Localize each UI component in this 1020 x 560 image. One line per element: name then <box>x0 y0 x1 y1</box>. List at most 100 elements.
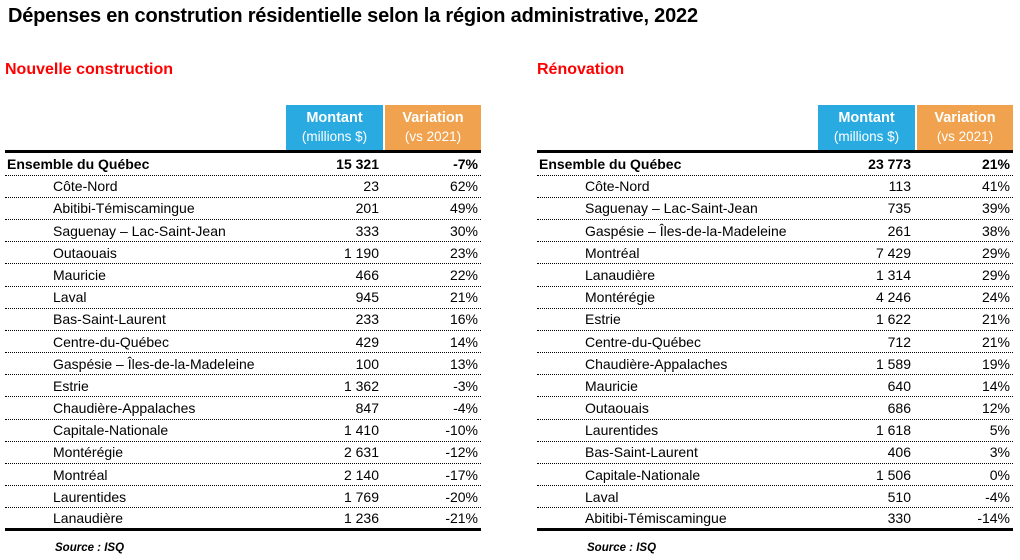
region-cell: Mauricie <box>585 377 638 394</box>
montant-cell: 4 246 <box>875 289 911 306</box>
montant-cell: 261 <box>887 222 911 239</box>
region-cell: Centre-du-Québec <box>585 333 701 350</box>
table-row: Laurentides 1 618 5% <box>537 420 1013 442</box>
table-body: Ensemble du Québec 15 321 -7% Côte-Nord 2… <box>5 150 481 531</box>
variation-cell: 62% <box>449 178 478 195</box>
table-row: Bas-Saint-Laurent 233 16% <box>5 309 481 331</box>
montant-cell: 1 622 <box>875 311 911 328</box>
region-cell: Saguenay – Lac-Saint-Jean <box>585 200 758 217</box>
variation-cell: 21% <box>981 311 1010 328</box>
montant-header-label: Montant <box>306 110 363 126</box>
region-cell: Chaudière-Appalaches <box>53 400 196 417</box>
table-row: Montréal 7 429 29% <box>537 242 1013 265</box>
variation-cell: -12% <box>445 444 478 461</box>
table-row: Estrie 1 362 -3% <box>5 375 481 398</box>
table-row: Lanaudière 1 236 -21% <box>5 508 481 531</box>
table-row: Chaudière-Appalaches 1 589 19% <box>537 353 1013 376</box>
region-cell: Ensemble du Québec <box>539 155 682 172</box>
variation-header-label: Variation <box>402 110 464 126</box>
source-note: Source : ISQ <box>55 541 125 554</box>
region-cell: Abitibi-Témiscamingue <box>585 510 727 526</box>
table-row: Gaspésie – Îles-de-la-Madeleine 261 38% <box>537 220 1013 243</box>
table-row: Gaspésie – Îles-de-la-Madeleine 100 13% <box>5 353 481 376</box>
region-cell: Côte-Nord <box>53 178 118 195</box>
variation-cell: 21% <box>981 155 1010 172</box>
variation-cell: 3% <box>989 444 1010 461</box>
region-cell: Montérégie <box>585 289 656 306</box>
variation-cell: -4% <box>453 400 478 417</box>
region-cell: Lanaudière <box>585 266 656 283</box>
region-cell: Gaspésie – Îles-de-la-Madeleine <box>53 355 255 372</box>
region-cell: Laurentides <box>53 488 127 505</box>
montant-cell: 712 <box>887 333 911 350</box>
region-cell: Montérégie <box>53 444 124 461</box>
montant-column-header: Montant (millions $) <box>286 105 383 150</box>
variation-cell: -7% <box>453 155 478 172</box>
table-row: Laval 945 21% <box>5 287 481 309</box>
montant-cell: 1 589 <box>875 355 911 372</box>
region-cell: Montréal <box>585 244 640 261</box>
variation-cell: 29% <box>981 266 1010 283</box>
header-spacer <box>537 105 818 150</box>
montant-cell: 686 <box>887 400 911 417</box>
variation-header-sublabel: (vs 2021) <box>936 129 994 144</box>
variation-cell: -17% <box>445 466 478 483</box>
page-title: Dépenses en constrution résidentielle se… <box>8 5 698 27</box>
variation-cell: 22% <box>449 266 478 283</box>
montant-cell: 2 140 <box>343 466 379 483</box>
table-row: Saguenay – Lac-Saint-Jean 333 30% <box>5 220 481 243</box>
variation-cell: 14% <box>981 377 1010 394</box>
region-cell: Lanaudière <box>53 510 124 526</box>
variation-cell: 19% <box>981 355 1010 372</box>
variation-cell: 16% <box>449 311 478 328</box>
table-row: Côte-Nord 113 41% <box>537 176 1013 198</box>
table-row: Montréal 2 140 -17% <box>5 464 481 487</box>
region-cell: Chaudière-Appalaches <box>585 355 728 372</box>
table-row: Lanaudière 1 314 29% <box>537 264 1013 287</box>
variation-cell: 21% <box>449 289 478 306</box>
table-row: Côte-Nord 23 62% <box>5 176 481 198</box>
montant-cell: 735 <box>887 200 911 217</box>
montant-cell: 510 <box>887 488 911 505</box>
region-cell: Laval <box>53 289 87 306</box>
table-row: Outaouais 1 190 23% <box>5 242 481 265</box>
region-cell: Bas-Saint-Laurent <box>53 311 166 328</box>
region-cell: Laval <box>585 488 619 505</box>
variation-cell: 41% <box>981 178 1010 195</box>
table-row: Saguenay – Lac-Saint-Jean 735 39% <box>537 198 1013 220</box>
montant-cell: 406 <box>887 444 911 461</box>
variation-cell: -4% <box>985 488 1010 505</box>
region-cell: Côte-Nord <box>585 178 650 195</box>
montant-cell: 1 314 <box>875 266 911 283</box>
montant-cell: 2 631 <box>343 444 379 461</box>
variation-cell: -3% <box>453 377 478 394</box>
variation-cell: 23% <box>449 244 478 261</box>
montant-cell: 1 618 <box>875 422 911 439</box>
region-cell: Mauricie <box>53 266 106 283</box>
variation-header-label: Variation <box>934 110 996 126</box>
table-row: Mauricie 466 22% <box>5 264 481 287</box>
variation-cell: -14% <box>977 510 1010 526</box>
variation-cell: 12% <box>981 400 1010 417</box>
region-cell: Abitibi-Témiscamingue <box>53 200 195 217</box>
montant-cell: 640 <box>887 377 911 394</box>
table-row: Laval 510 -4% <box>537 486 1013 509</box>
montant-cell: 15 321 <box>336 155 379 172</box>
table-row: Centre-du-Québec 429 14% <box>5 331 481 354</box>
table-row: Centre-du-Québec 712 21% <box>537 331 1013 354</box>
region-cell: Capitale-Nationale <box>53 422 169 439</box>
montant-cell: 1 410 <box>343 422 379 439</box>
table-row: Capitale-Nationale 1 410 -10% <box>5 420 481 442</box>
table-row: Capitale-Nationale 1 506 0% <box>537 464 1013 487</box>
montant-cell: 429 <box>355 333 379 350</box>
total-row: Ensemble du Québec 15 321 -7% <box>5 153 481 176</box>
variation-cell: -20% <box>445 488 478 505</box>
variation-cell: 21% <box>981 333 1010 350</box>
region-cell: Laurentides <box>585 422 659 439</box>
variation-header-sublabel: (vs 2021) <box>404 129 462 144</box>
montant-cell: 7 429 <box>875 244 911 261</box>
montant-cell: 1 362 <box>343 377 379 394</box>
montant-cell: 100 <box>355 355 379 372</box>
source-note: Source : ISQ <box>587 541 657 554</box>
table-row: Montérégie 2 631 -12% <box>5 442 481 465</box>
